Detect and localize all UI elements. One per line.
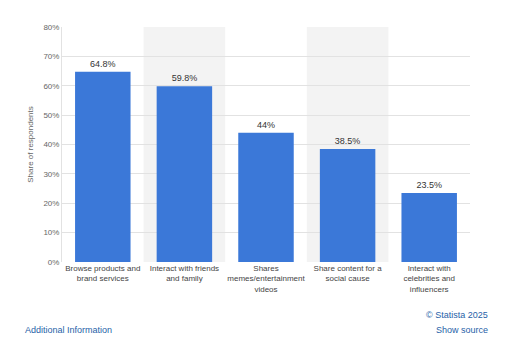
svg-text:Share content for asocial caus: Share content for asocial cause [314,264,383,283]
svg-text:10%: 10% [43,228,59,237]
svg-text:Sharesmemes/entertainmentvideo: Sharesmemes/entertainmentvideos [227,264,305,294]
svg-text:Additional Information: Additional Information [25,325,112,335]
svg-text:0%: 0% [48,258,60,267]
svg-text:59.8%: 59.8% [172,73,198,83]
svg-text:23.5%: 23.5% [416,180,442,190]
svg-text:70%: 70% [43,52,59,61]
svg-text:Interact withcelebrities andin: Interact withcelebrities andinfluencers [403,264,455,294]
svg-text:Show source: Show source [436,325,488,335]
svg-text:40%: 40% [43,140,59,149]
svg-text:Browse products andbrand servi: Browse products andbrand services [65,264,140,283]
svg-text:38.5%: 38.5% [335,136,361,146]
svg-text:30%: 30% [43,170,59,179]
svg-text:© Statista 2025: © Statista 2025 [426,310,488,320]
svg-text:20%: 20% [43,199,59,208]
svg-text:50%: 50% [43,111,59,120]
svg-text:Share of respondents: Share of respondents [26,106,35,183]
svg-text:44%: 44% [257,120,275,130]
svg-text:Interact with friendsand famil: Interact with friendsand family [150,264,219,283]
svg-text:64.8%: 64.8% [90,59,116,69]
svg-text:80%: 80% [43,23,59,32]
svg-text:60%: 60% [43,82,59,91]
